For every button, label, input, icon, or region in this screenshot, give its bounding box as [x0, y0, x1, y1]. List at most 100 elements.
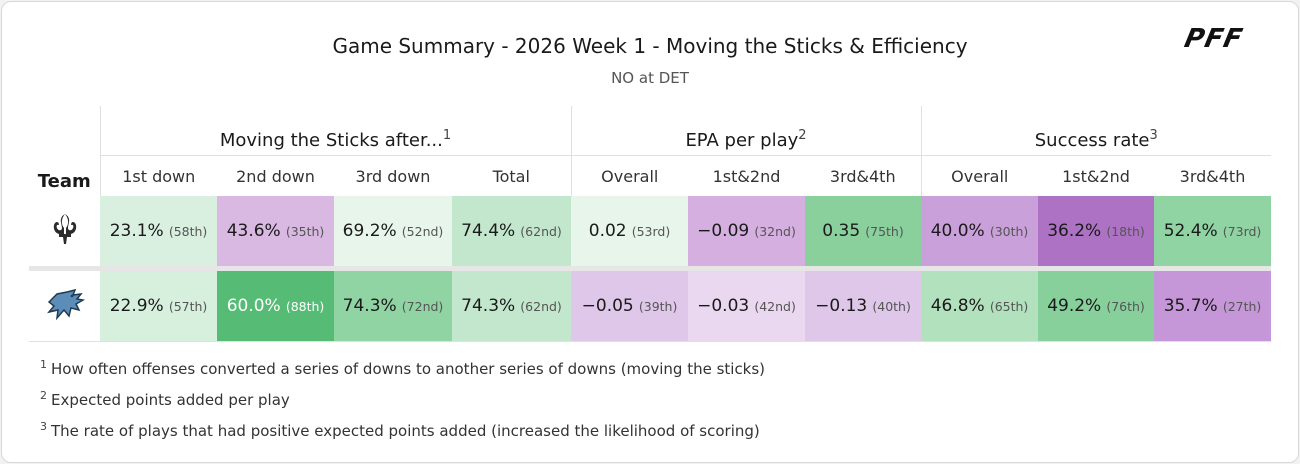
group-label: Moving the Sticks after...	[219, 130, 443, 151]
stat-value: 35.7%	[1163, 296, 1218, 316]
stat-rank: (76th)	[1106, 299, 1145, 314]
stat-rank: (58th)	[168, 224, 208, 239]
stat-value: −0.03	[697, 296, 750, 316]
footnote-text: How often offenses converted a series of…	[51, 360, 766, 378]
stat-value: 0.35	[822, 221, 861, 241]
column-header: Overall	[920, 155, 1038, 196]
footnote: 1 How often offenses converted a series o…	[40, 358, 765, 378]
data-row: 23.1% (58th) 43.6% (35th) 69.2% (52nd) 74.4…	[29, 196, 1271, 266]
stat-cell: 43.6% (35th)	[217, 196, 334, 266]
stat-rank: (73rd)	[1222, 224, 1262, 239]
stat-rank: (42nd)	[754, 299, 796, 314]
team-logo	[29, 271, 100, 342]
stat-cell: −0.09 (32nd)	[688, 196, 805, 266]
column-header: 1st&2nd	[712, 166, 781, 186]
stat-cell: 60.0% (88th)	[217, 271, 334, 342]
subtitle: NO at DET	[611, 69, 689, 87]
stat-cell: 22.9% (57th)	[100, 271, 217, 342]
stat-rank: (62nd)	[520, 224, 562, 239]
stat-rank: (57th)	[168, 299, 208, 314]
stat-rank: (88th)	[285, 299, 325, 314]
stat-value: 40.0%	[930, 221, 985, 241]
group-header-row: Team Moving the Sticks after...1 EPA per p…	[29, 106, 1271, 192]
stat-rank: (65th)	[989, 299, 1029, 314]
group-header: Success rate3	[920, 106, 1271, 156]
stat-cell: 40.0% (30th)	[921, 196, 1038, 266]
stat-value: 60.0%	[226, 296, 281, 316]
stat-cell: 52.4% (73rd)	[1154, 196, 1271, 266]
stat-value: 52.4%	[1163, 221, 1218, 241]
group-header: EPA per play2	[570, 106, 921, 156]
stat-cell: −0.03 (42nd)	[688, 271, 805, 342]
footnote-ref: 1	[442, 128, 452, 143]
stat-rank: (18th)	[1106, 224, 1145, 239]
stat-rank: (40th)	[872, 299, 911, 314]
footnote-ref: 3	[1149, 128, 1158, 143]
row-gap	[29, 266, 1271, 271]
column-header: Overall	[570, 155, 688, 196]
stat-cell: 49.2% (76th)	[1038, 271, 1154, 342]
stat-value: 43.6%	[226, 221, 281, 241]
column-header: 3rd&4th	[829, 166, 896, 186]
footnote-mark: 2	[40, 389, 47, 402]
group-label: Success rate	[1034, 130, 1150, 151]
group-header: Moving the Sticks after...1	[99, 106, 571, 156]
stat-cell: 23.1% (58th)	[100, 196, 217, 266]
team-logo	[29, 196, 100, 266]
footnote-text: Expected points added per play	[51, 391, 290, 409]
stat-value: 49.2%	[1047, 296, 1102, 316]
stat-value: 69.2%	[342, 221, 397, 241]
stat-cell: 69.2% (52nd)	[334, 196, 452, 266]
stat-cell: 46.8% (65th)	[921, 271, 1038, 342]
stat-value: 46.8%	[930, 296, 985, 316]
footnote-mark: 1	[40, 358, 47, 371]
data-row: 22.9% (57th) 60.0% (88th) 74.3% (72nd) 74.3…	[29, 271, 1271, 342]
column-header: 3rd down	[355, 166, 431, 186]
stat-rank: (30th)	[989, 224, 1029, 239]
stat-value: 74.3%	[461, 296, 516, 316]
stat-value: −0.13	[815, 296, 868, 316]
footnote-ref: 2	[798, 128, 807, 143]
stat-rank: (27th)	[1222, 299, 1262, 314]
footnote: 3 The rate of plays that had positive exp…	[40, 420, 760, 440]
column-header: 2nd down	[236, 166, 315, 186]
stat-cell: 0.35 (75th)	[805, 196, 921, 266]
stat-cell: −0.13 (40th)	[805, 271, 921, 342]
stat-cell: 0.02 (53rd)	[571, 196, 688, 266]
logo: PFF	[1181, 24, 1246, 54]
footnote-mark: 3	[40, 420, 47, 433]
title: Game Summary - 2026 Week 1 - Moving the …	[332, 34, 968, 58]
stat-rank: (35th)	[285, 224, 325, 239]
stat-rank: (75th)	[865, 224, 904, 239]
stat-value: 74.4%	[461, 221, 516, 241]
stat-rank: (39th)	[638, 299, 678, 314]
stat-value: 36.2%	[1047, 221, 1102, 241]
stat-cell: 36.2% (18th)	[1038, 196, 1154, 266]
stat-cell: 74.3% (62nd)	[452, 271, 571, 342]
column-header-row: 1st down 2nd down 3rd down Total Overall 1st&…	[29, 155, 1271, 196]
column-header: 3rd&4th	[1179, 166, 1246, 186]
stat-value: 22.9%	[109, 296, 164, 316]
stat-value: 23.1%	[109, 221, 164, 241]
column-header: 1st down	[99, 155, 217, 196]
stat-rank: (52nd)	[401, 224, 444, 239]
gap-cell	[29, 266, 1271, 271]
stat-rank: (53rd)	[631, 224, 671, 239]
stat-value: 74.3%	[342, 296, 397, 316]
stat-value: 0.02	[588, 221, 627, 241]
column-header: Total	[492, 166, 530, 186]
stat-cell: −0.05 (39th)	[571, 271, 688, 342]
stat-cell: 74.3% (72nd)	[334, 271, 452, 342]
stat-cell: 35.7% (27th)	[1154, 271, 1271, 342]
stat-value: −0.09	[697, 221, 750, 241]
stat-rank: (32nd)	[754, 224, 796, 239]
stat-rank: (62nd)	[520, 299, 562, 314]
team-header: Team	[37, 171, 91, 192]
group-label: EPA per play	[685, 130, 799, 151]
stat-rank: (72nd)	[401, 299, 444, 314]
footnote: 2 Expected points added per play	[40, 389, 290, 409]
stat-value: −0.05	[581, 296, 634, 316]
column-header: 1st&2nd	[1062, 166, 1130, 186]
